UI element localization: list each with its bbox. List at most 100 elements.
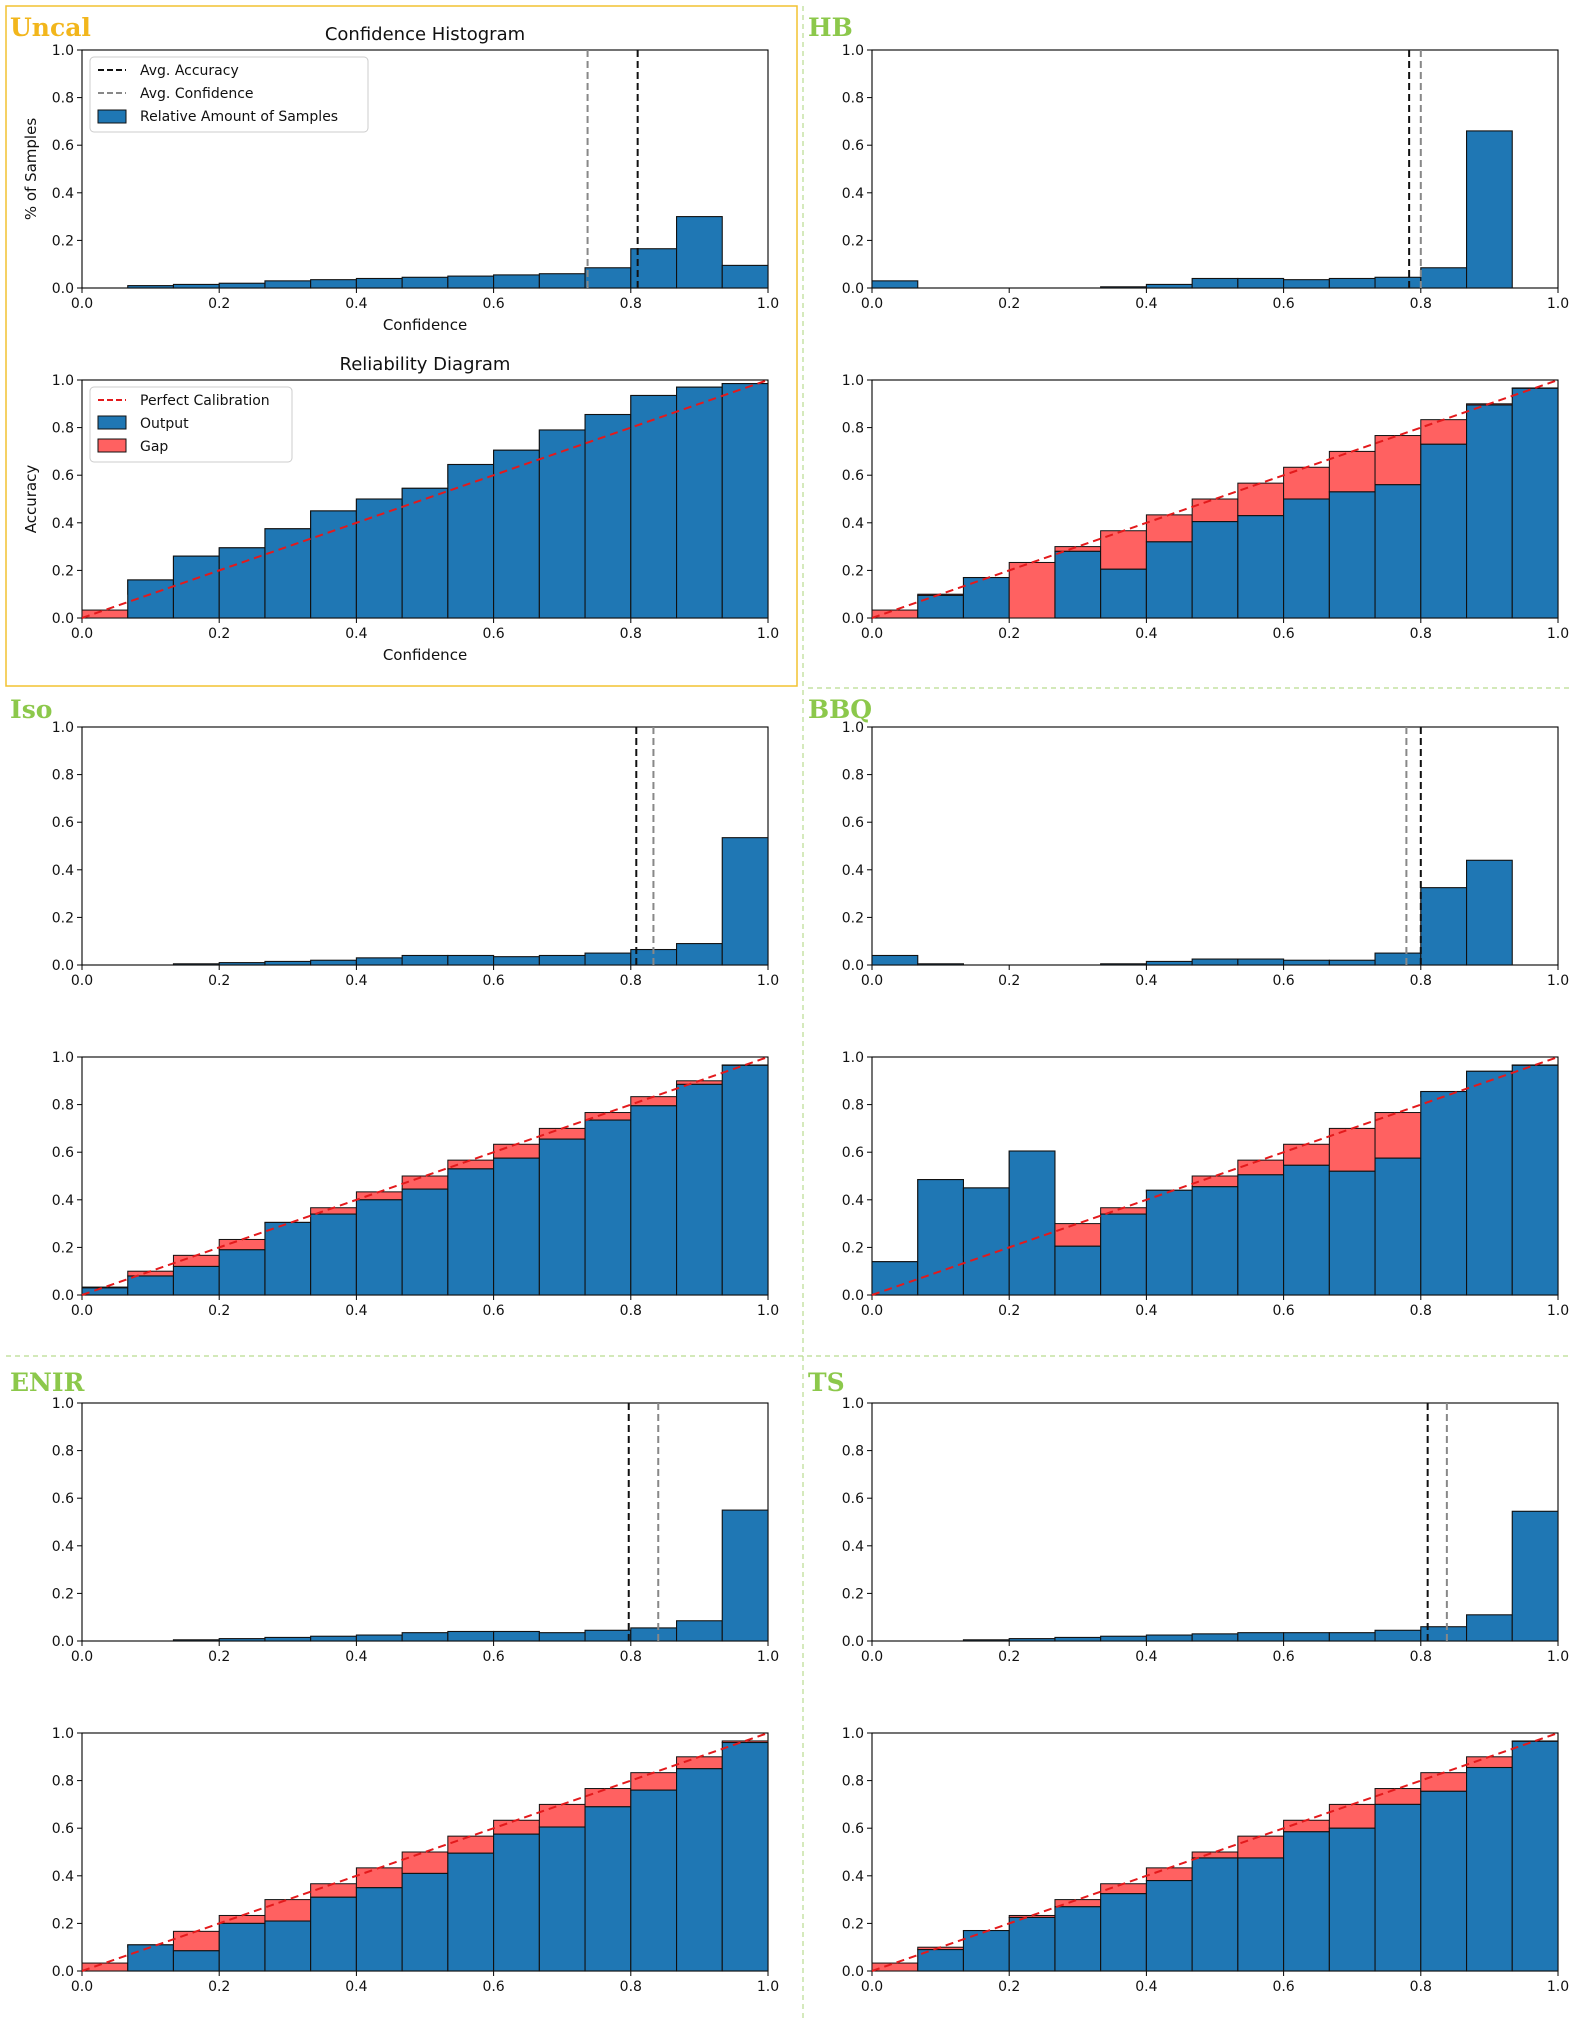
iso-gap-bar [493,1143,540,1159]
bbq-rel-y-tick-label: 0.2 [842,1240,864,1256]
uncal-output-bar [218,547,266,619]
uncal-hist-y-tick-label: 0.8 [52,91,74,107]
ts-rel-x-tick-label: 0.2 [998,1979,1020,1995]
enir-hist-bar [264,1636,312,1642]
uncal-output-bar [172,555,220,619]
enir-output-bar [447,1852,495,1972]
iso-rel-x-tick-label: 1.0 [757,1303,779,1319]
ts-hist-y-tick-label: 0.8 [842,1444,864,1460]
uncal-output-bar [310,510,357,619]
iso-output-bar [172,1265,220,1296]
iso-output-bar [127,1275,174,1296]
uncal-highlight-frame [5,5,798,687]
uncal-output-bar [584,413,632,619]
bbq-gap-bar [1328,1127,1376,1172]
enir-hist-y-tick-label: 0.6 [52,1491,74,1507]
uncal-rel-y-tick-label: 1.0 [52,373,74,389]
ts-gap-bar [1328,1803,1376,1829]
iso-hist-x-tick-label: 1.0 [757,973,779,989]
enir-output-bar [401,1872,449,1972]
iso-output-bar [630,1105,678,1296]
uncal-output-bar [401,487,449,619]
enir-rel-x-tick-label: 0.6 [482,1979,504,1995]
enir-gap-bar [172,1930,220,1952]
bbq-hist-bar [871,954,919,966]
enir-gap-bar [538,1803,586,1828]
enir-hist-y-tick-label: 1.0 [52,1396,74,1412]
ts-hist-x-tick-label: 0.2 [998,1649,1020,1665]
enir-rel-y-tick-label: 0.0 [52,1964,74,1980]
iso-hist-bar [355,957,403,966]
ts-confidence-histogram: 0.0 0.2 0.4 0.6 0.8 1.0 0.0 0.2 0.4 0.6 0.8 1.0 [842,1396,1569,1665]
hb-hist-bar [871,280,919,289]
ts-hist-x-tick-label: 0.8 [1410,1649,1432,1665]
uncal-perfect-calibration-line [81,379,769,619]
enir-output-bar [127,1944,174,1972]
legend-reliability-entry: Perfect Calibration [140,393,270,409]
ts-hist-x-tick-label: 1.0 [1547,1649,1569,1665]
ts-gap-bar [1237,1835,1285,1859]
iso-rel-y-tick-label: 1.0 [52,1050,74,1066]
bbq-method-label: BBQ [808,695,872,724]
iso-reliability-diagram: 0.0 0.2 0.4 0.6 0.8 1.0 0.0 0.2 0.4 0.6 0.8 1.0 [52,1050,779,1319]
enir-hist-y-tick-label: 0.8 [52,1444,74,1460]
panel-hb: HB0.0 0.2 0.4 0.6 0.8 1.00.00.20.40.60.81.00.… [808,13,1569,642]
uncal-hist-x-tick-label: 0.0 [71,296,93,312]
uncal-hist-y-tick-label: 1.0 [52,43,74,59]
hb-hist-y-tick-label: 0.6 [842,138,864,154]
iso-output-bar [264,1221,312,1296]
ts-hist-bar [1100,1635,1147,1642]
iso-hist-bar [493,956,540,966]
enir-output-bar [310,1896,357,1972]
hb-rel-x-tick-label: 1.0 [1547,626,1569,642]
ts-hist-bar [1145,1634,1193,1642]
bbq-hist-bar [917,963,964,966]
ts-method-label: TS [808,1368,845,1397]
bbq-output-bar [1466,1070,1513,1296]
hb-hist-x-tick-label: 0.4 [1135,296,1157,312]
bbq-perfect-calibration-line [871,1056,1559,1296]
iso-perfect-calibration-line [81,1056,769,1296]
bbq-gap-bar [1237,1159,1285,1176]
ts-output-bar [1145,1880,1193,1972]
hb-hist-y-tick-label: 0.8 [842,91,864,107]
bbq-output-bar [1511,1064,1559,1296]
iso-hist-bar [584,952,632,966]
enir-hist-x-tick-label: 0.8 [620,1649,642,1665]
uncal-output-bar [447,463,495,619]
enir-method-label: ENIR [10,1368,85,1397]
uncal-output-bar [676,386,723,619]
bbq-rel-x-tick-label: 0.6 [1272,1303,1294,1319]
iso-hist-axes-frame [81,726,769,966]
uncal-hist-bar [447,275,495,289]
reliability-title: Reliability Diagram [340,354,511,375]
bbq-rel-x-tick-label: 0.4 [1135,1303,1157,1319]
enir-gap-bar [493,1819,540,1835]
hb-gap-bar [1145,514,1193,543]
bbq-hist-y-tick-label: 0.2 [842,910,864,926]
bbq-hist-x-tick-label: 0.2 [998,973,1020,989]
bbq-output-bar [871,1261,919,1296]
legend-reliability-entry: Output [140,416,189,432]
uncal-hist-bar [676,216,723,289]
uncal-hist-bar [721,264,769,289]
enir-hist-bar [172,1639,220,1642]
uncal-rel-y-tick-label: 0.4 [52,516,74,532]
uncal-hist-bar [584,267,632,289]
enir-rel-x-tick-label: 0.0 [71,1979,93,1995]
histogram-legend-box [89,56,369,133]
iso-hist-y-tick-label: 0.4 [52,863,74,879]
ts-hist-x-tick-label: 0.0 [861,1649,883,1665]
legend-histogram-entry: Avg. Accuracy [140,63,239,79]
hb-output-bar [1237,515,1285,619]
iso-gap-bar [447,1159,495,1170]
hb-gap-bar [1328,450,1376,493]
ts-hist-bar [1374,1629,1422,1642]
hb-hist-x-tick-label: 1.0 [1547,296,1569,312]
hb-output-bar [1054,550,1102,619]
bbq-output-bar [962,1187,1010,1296]
ts-gap-bar [1191,1851,1239,1859]
enir-hist-x-tick-label: 0.6 [482,1649,504,1665]
enir-output-bar [630,1789,678,1972]
ts-hist-x-tick-label: 0.6 [1272,1649,1294,1665]
